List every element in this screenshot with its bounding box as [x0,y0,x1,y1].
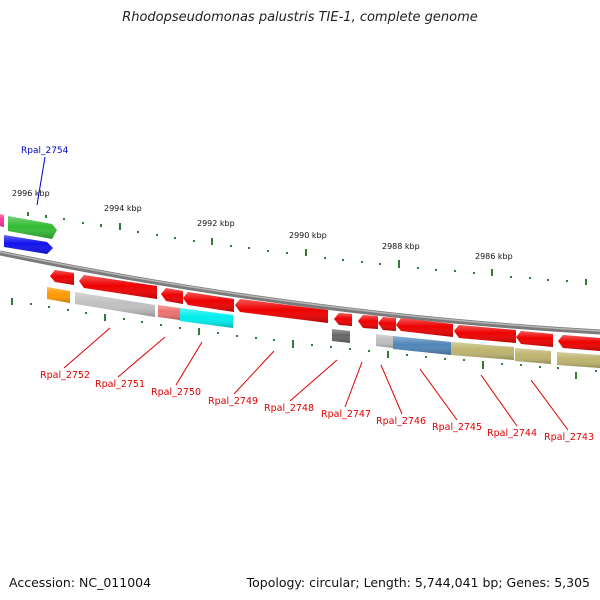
leader-lines [63,327,569,431]
genome-title: Rhodopseudomonas palustris TIE-1, comple… [122,10,478,25]
gene-label-rpal-2743[interactable]: Rpal_2743 [544,432,594,443]
gene-arrow-rpal-2754-shade [8,216,57,239]
gene-label-rpal-2752[interactable]: Rpal_2752 [40,370,90,381]
gene-label-rpal-2749[interactable]: Rpal_2749 [208,396,258,407]
gene-label-rpal-2754[interactable]: Rpal_2754 [21,146,69,156]
ruler-label: 2994 kbp [104,204,142,213]
ruler-label: 2988 kbp [382,242,420,251]
ruler-label: 2990 kbp [289,231,327,240]
gene-arrow-shade [4,235,53,254]
gene-label-rpal-2748[interactable]: Rpal_2748 [264,403,314,414]
genome-summary: Topology: circular; Length: 5,744,041 bp… [246,575,590,590]
ruler-ticks-lower [11,298,597,379]
ruler-label: 2986 kbp [475,252,513,261]
gene-label-rpal-2744[interactable]: Rpal_2744 [487,428,537,439]
gene-label-rpal-2746[interactable]: Rpal_2746 [376,416,426,427]
gene-label-rpal-2750[interactable]: Rpal_2750 [151,387,201,398]
genome-backbone [0,250,600,335]
leader-line [36,156,46,206]
gene-shading [47,287,600,368]
gene-label-rpal-2751[interactable]: Rpal_2751 [95,379,145,390]
gene-track-upper [0,214,57,254]
gene-arrow[interactable] [0,214,4,227]
ruler-label: 2992 kbp [197,219,235,228]
accession-label: Accession: NC_011004 [9,575,152,590]
ruler-ticks-upper [27,212,587,285]
gene-label-rpal-2745[interactable]: Rpal_2745 [432,422,482,433]
genome-backbone-highlight [0,251,600,332]
ruler-label: 2996 kbp [12,189,50,198]
gene-label-rpal-2747[interactable]: Rpal_2747 [321,409,371,420]
gene-track-lower [47,270,600,368]
gene-shading [50,270,600,351]
gene-labels: Rpal_2752 Rpal_2751 Rpal_2750 Rpal_2749 … [40,370,594,443]
